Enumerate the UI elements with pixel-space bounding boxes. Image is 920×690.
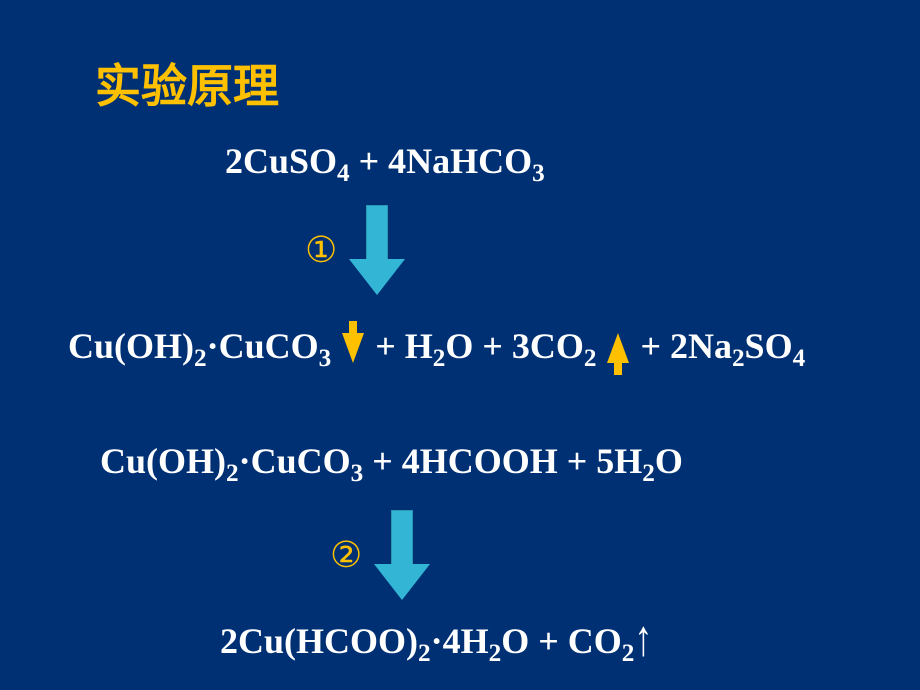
precipitate-down-icon xyxy=(342,333,364,363)
equation-products-1: Cu(OH)2·CuCO3 + H2O + 3CO2 + 2Na2SO4 xyxy=(68,325,805,367)
txt: Cu(OH) xyxy=(68,326,194,366)
sub: 3 xyxy=(351,460,364,487)
txt: O + 3CO xyxy=(445,326,584,366)
txt: + 4NaHCO xyxy=(350,141,533,181)
down-arrow-icon xyxy=(374,510,430,600)
txt: + 4HCOOH + 5H xyxy=(363,441,642,481)
reaction-arrow-2: ② xyxy=(330,510,430,600)
sub: 4 xyxy=(337,160,350,187)
txt: SO xyxy=(745,326,793,366)
sub: 4 xyxy=(793,345,806,372)
sub: 2 xyxy=(642,460,655,487)
sub: 2 xyxy=(732,345,745,372)
sub: 2 xyxy=(194,345,207,372)
sub: 2 xyxy=(418,640,431,667)
down-arrow-icon xyxy=(349,205,405,295)
txt: + H xyxy=(366,326,433,366)
txt: Cu(OH) xyxy=(100,441,226,481)
reaction-arrow-1: ① xyxy=(305,205,405,295)
txt: ·CuCO xyxy=(239,441,351,481)
txt: 2Cu(HCOO) xyxy=(220,621,418,661)
txt xyxy=(596,326,605,366)
gas-up-icon: ↑ xyxy=(634,609,652,668)
txt: ·4H xyxy=(431,621,489,661)
txt: ·CuCO xyxy=(207,326,319,366)
sub: 2 xyxy=(622,640,635,667)
txt: O + CO xyxy=(501,621,622,661)
txt xyxy=(331,326,340,366)
step-number-2: ② xyxy=(330,534,362,576)
sub: 2 xyxy=(226,460,239,487)
sub: 2 xyxy=(433,345,446,372)
equation-reactants-2: Cu(OH)2·CuCO3 + 4HCOOH + 5H2O xyxy=(100,440,683,482)
sub: 3 xyxy=(532,160,545,187)
txt: + 2Na xyxy=(631,326,732,366)
slide-title: 实验原理 xyxy=(95,50,279,116)
sub: 2 xyxy=(489,640,502,667)
equation-products-2: 2Cu(HCOO)2·4H2O + CO2↑ xyxy=(220,620,652,662)
gas-up-icon xyxy=(607,333,629,363)
equation-reactants-1: 2CuSO4 + 4NaHCO3 xyxy=(225,140,545,182)
sub: 2 xyxy=(584,345,597,372)
txt: O xyxy=(655,441,683,481)
step-number-1: ① xyxy=(305,229,337,271)
sub: 3 xyxy=(319,345,332,372)
txt: 2CuSO xyxy=(225,141,337,181)
